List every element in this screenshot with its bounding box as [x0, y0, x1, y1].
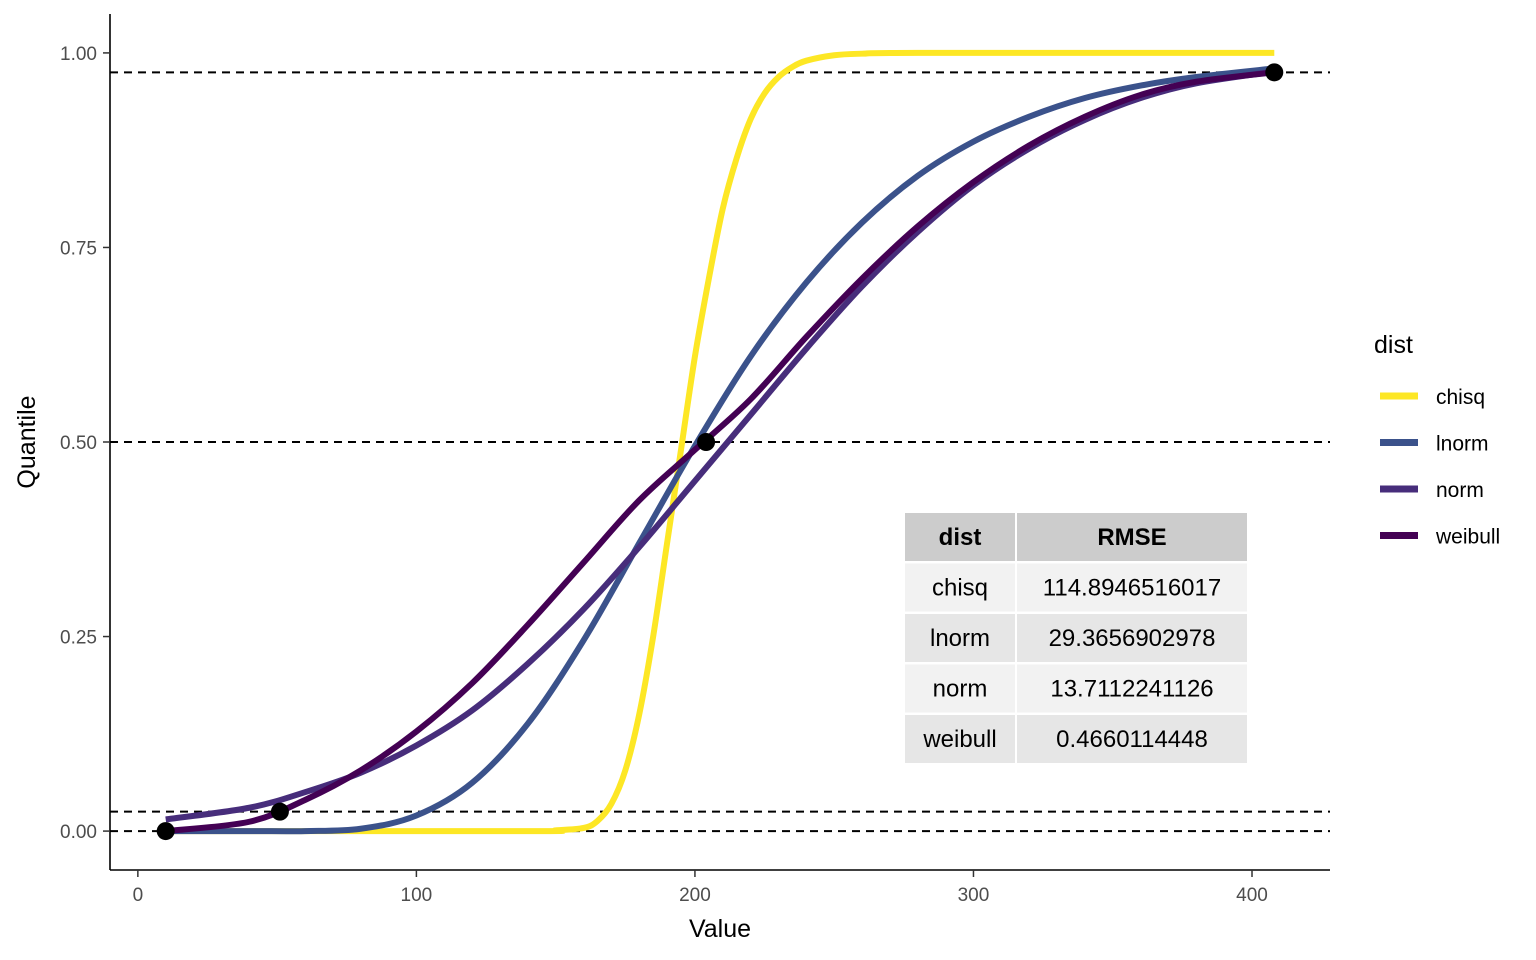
series-line-weibull — [165, 69, 1275, 835]
table-cell-text: 0.4660114448 — [1056, 726, 1208, 753]
x-axis-title: Value — [689, 915, 751, 943]
table-cell-text: chisq — [932, 575, 988, 602]
x-tick-label: 400 — [1236, 885, 1268, 906]
x-tick-label: 200 — [679, 885, 711, 906]
y-tick-label: 0.75 — [60, 238, 97, 259]
legend-label-lnorm: lnorm — [1436, 433, 1489, 456]
table-cell-text: weibull — [922, 726, 996, 753]
table-cell-text: norm — [933, 676, 988, 703]
table-cell — [1017, 715, 1247, 763]
legend-entries: chisq lnorm norm weibull — [1380, 386, 1500, 549]
table-cell — [905, 715, 1015, 763]
y-axis-title: Quantile — [13, 395, 41, 488]
legend-label-chisq: chisq — [1436, 386, 1485, 409]
y-tick-label: 0.25 — [60, 628, 97, 649]
series-line-lnorm — [165, 65, 1275, 835]
legend-label-norm: norm — [1436, 479, 1484, 502]
x-ticks: 0 100 200 300 400 — [133, 870, 1268, 906]
legend-label-weibull: weibull — [1435, 526, 1500, 549]
marker-point — [156, 822, 175, 841]
table-cell — [1017, 664, 1247, 713]
y-tick-label: 1.00 — [60, 44, 97, 65]
marker-point — [1265, 63, 1284, 82]
marker-point — [697, 433, 716, 451]
y-ticks: 0.00 0.25 0.50 0.75 1.00 — [60, 44, 110, 843]
x-tick-label: 0 — [133, 885, 144, 906]
y-tick-label: 0.00 — [60, 822, 97, 843]
table-cell — [905, 563, 1015, 612]
series-line-chisq — [165, 49, 1275, 835]
table-cell-text: 114.8946516017 — [1043, 575, 1221, 602]
series-lines — [165, 49, 1275, 835]
table-header-text: dist — [939, 524, 982, 551]
x-tick-label: 100 — [401, 885, 433, 906]
y-tick-label: 0.50 — [60, 433, 97, 454]
legend-title: dist — [1374, 331, 1413, 359]
table-cell-text: 13.7112241126 — [1050, 676, 1213, 703]
x-tick-label: 300 — [958, 885, 990, 906]
table-cell — [905, 614, 1015, 662]
table-header-cell — [905, 513, 1015, 561]
table-cell-text: lnorm — [930, 625, 990, 652]
marker-points — [156, 63, 1284, 841]
rmse-table: dist RMSE chisq 114.8946516017 lnorm 29.36569… — [905, 513, 1247, 763]
table-cell-text: 29.3656902978 — [1049, 625, 1216, 652]
legend: dist chisq lnorm norm weibull — [1374, 331, 1500, 549]
table-header-text: RMSE — [1097, 524, 1166, 551]
table-cell — [905, 664, 1015, 713]
table-cell — [1017, 563, 1247, 612]
table-cell — [1017, 614, 1247, 662]
marker-point — [270, 802, 289, 821]
table-header-cell — [1017, 513, 1247, 561]
